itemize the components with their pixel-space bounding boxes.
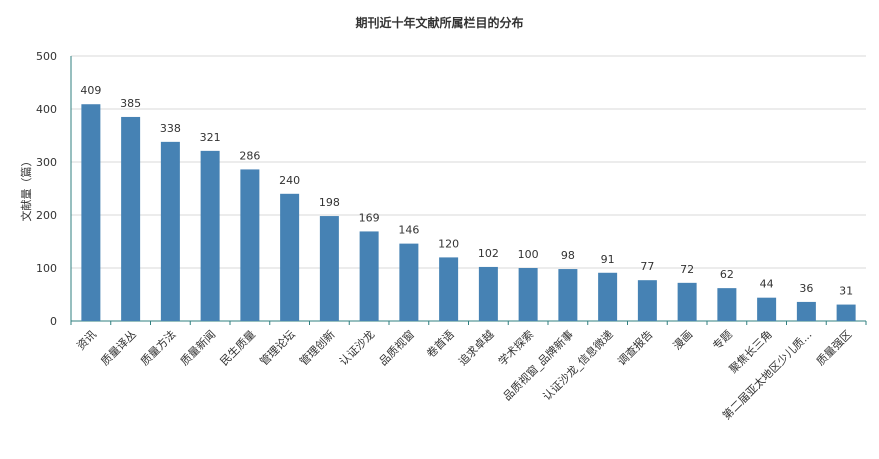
y-tick-label: 100: [36, 262, 57, 275]
bar-value-label: 385: [120, 97, 141, 110]
bar-value-label: 240: [279, 174, 300, 187]
bar: [359, 231, 379, 321]
x-tick-label: 认证沙龙_信息微递: [540, 327, 616, 403]
x-tick-label: 质量强区: [814, 328, 854, 368]
x-tick-label: 品质视窗_品牌新事: [500, 327, 576, 403]
bar: [637, 280, 657, 321]
x-tick-label: 调查报告: [614, 327, 655, 368]
bar: [319, 216, 339, 321]
bar: [439, 257, 459, 321]
x-tick-label: 卷首语: [424, 327, 457, 360]
bar-value-label: 77: [640, 260, 654, 273]
y-tick-label: 300: [36, 156, 57, 169]
bar: [677, 282, 697, 321]
bar: [717, 288, 737, 321]
chart-title: 期刊近十年文献所属栏目的分布: [355, 16, 524, 30]
bar: [478, 266, 498, 321]
bar-value-label: 409: [80, 84, 101, 97]
bar-value-label: 198: [319, 196, 340, 209]
y-tick-label: 400: [36, 103, 57, 116]
x-tick-label: 管理创新: [296, 327, 337, 368]
bar: [240, 169, 260, 321]
bar: [558, 269, 578, 321]
x-tick-label: 质量方法: [137, 327, 178, 368]
x-tick-label: 管理论坛: [257, 327, 298, 368]
x-tick-label: 认证沙龙: [337, 328, 377, 368]
bar-value-label: 146: [398, 224, 419, 237]
bar: [836, 304, 856, 321]
y-axis-title: 文献量（篇）: [19, 156, 33, 222]
bar: [121, 116, 141, 321]
bar: [598, 272, 618, 321]
y-tick-label: 500: [36, 50, 57, 63]
x-tick-label: 资讯: [74, 328, 99, 353]
x-tick-label: 质量新闻: [177, 327, 218, 368]
x-tick-label: 民生质量: [217, 327, 258, 368]
bar-value-label: 100: [518, 248, 539, 261]
x-tick-label: 专题: [710, 327, 735, 352]
x-tick-label: 学术探索: [495, 327, 536, 368]
bar: [160, 141, 180, 321]
bar-value-label: 98: [561, 249, 575, 262]
bar-value-label: 44: [760, 278, 774, 291]
bar-value-label: 338: [160, 122, 181, 135]
bar-value-label: 62: [720, 268, 734, 281]
y-tick-label: 200: [36, 209, 57, 222]
bar: [757, 297, 777, 321]
bar-value-label: 321: [200, 131, 221, 144]
bar: [518, 268, 538, 321]
bar: [399, 243, 419, 321]
x-tick-label: 品质视窗: [376, 327, 417, 368]
x-tick-label: 追求卓越: [455, 327, 496, 368]
bar-value-label: 286: [239, 149, 260, 162]
bar-value-label: 169: [359, 211, 380, 224]
bar-value-label: 72: [680, 263, 694, 276]
bar-value-label: 102: [478, 247, 499, 260]
bar-value-label: 120: [438, 237, 459, 250]
bar: [280, 193, 300, 321]
bar: [200, 150, 220, 321]
bar-value-label: 91: [601, 253, 615, 266]
bar-value-label: 31: [839, 285, 853, 298]
bar: [81, 104, 101, 321]
x-tick-label: 漫画: [670, 327, 695, 352]
bar-value-label: 36: [799, 282, 813, 295]
y-tick-label: 0: [50, 315, 57, 328]
bar: [796, 301, 816, 321]
x-tick-label: 质量译丛: [98, 328, 138, 368]
